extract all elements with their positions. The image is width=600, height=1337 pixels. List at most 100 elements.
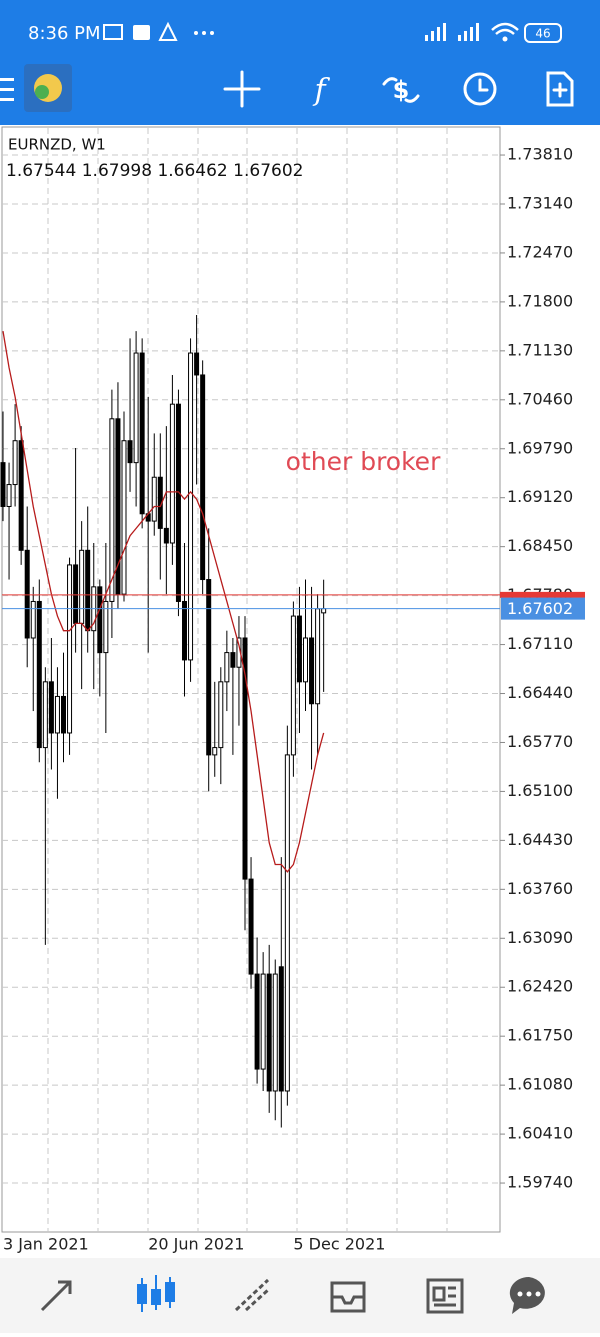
candle-body [151,476,157,522]
trade-button[interactable]: $ [382,76,420,104]
candle-body [175,403,181,602]
svg-text:$: $ [393,76,410,104]
candle-body [109,418,115,602]
app-logo[interactable] [24,64,72,112]
y-tick-label: 1.61750 [507,1026,573,1045]
ohlc-header: 1.67544 1.67998 1.66462 1.67602 [6,161,303,181]
current-price-box [501,597,585,620]
y-tick-label: 1.65770 [507,732,573,751]
candle-body [133,352,139,464]
y-tick-label: 1.62420 [507,977,573,996]
y-tick-label: 1.71130 [507,340,573,359]
candle-body [290,615,296,756]
symbol-label: EURNZD, W1 [8,136,106,154]
candle-body [266,973,272,1092]
y-tick-label: 1.63090 [507,928,573,947]
candle-body [127,440,133,464]
candle-body [54,695,60,734]
candle-body [224,652,230,683]
template-button[interactable] [546,71,574,107]
candle-body [103,600,109,654]
candle-body [61,695,66,734]
candle-body [272,973,278,1092]
y-tick-label: 1.60410 [507,1124,573,1143]
x-tick-label: 3 Jan 2021 [3,1235,89,1254]
candle-body [242,637,248,880]
candle-body [42,681,48,749]
y-tick-label: 1.73810 [507,145,573,164]
candle-body [309,637,315,705]
candle-body [200,374,206,581]
y-tick-label: 1.59740 [507,1173,573,1192]
y-tick-label: 1.70460 [507,389,573,408]
candle-body [0,462,6,507]
app-header [0,0,600,125]
candle-body [115,418,121,595]
period-button[interactable] [463,72,497,106]
candle-body [73,564,79,624]
annotation: other broker [286,447,441,476]
y-tick-label: 1.67110 [507,634,573,653]
candle-body [6,484,12,507]
candle-body [206,579,212,756]
y-tick-label: 1.71800 [507,291,573,310]
candle-body [24,549,30,639]
nav-chart[interactable] [137,1275,175,1312]
candle-body [284,754,290,1092]
x-tick-label: 20 Jun 2021 [148,1235,244,1254]
y-tick-label: 1.66440 [507,683,573,702]
candle-body [278,966,284,1092]
candle-body [321,608,327,614]
nav-chat[interactable] [509,1276,545,1314]
candle-body [139,352,145,515]
status-time: 8:36 PM [28,23,101,44]
candle-body [254,973,260,1070]
candle-body [230,652,236,668]
y-tick-label: 1.65100 [507,781,573,800]
moving-average [2,331,325,873]
ohlc-low: 1.66462 [157,161,227,181]
candle-body [169,403,175,544]
candle-body [18,440,24,551]
y-tick-label: 1.69120 [507,487,573,506]
candle-body [303,637,308,683]
y-tick-label: 1.73140 [507,193,573,212]
battery-level: 46 [535,27,550,41]
candle-body [296,615,302,683]
chart: 1.73810 1.73140 1.72470 1.71800 1.71130 1.704… [0,145,573,1254]
nav-history[interactable] [330,1281,366,1313]
candle-body [182,600,187,661]
candle-body [248,878,254,975]
y-tick-label: 1.69790 [507,438,573,457]
nav-quotes[interactable] [40,1280,72,1312]
y-tick-label: 1.64430 [507,830,573,849]
candle-body [12,440,18,486]
ohlc-close: 1.67602 [233,161,303,181]
candle-body [315,608,321,705]
ohlc-open: 1.67544 [6,161,76,181]
y-tick-label: 1.68450 [507,536,573,555]
candle-body [79,549,85,624]
ask-marker [500,591,585,598]
candle-body [85,549,91,632]
y-tick-label: 1.63760 [507,879,573,898]
current-price-label: 1.67602 [507,599,573,618]
y-tick-label: 1.61080 [507,1075,573,1094]
status-icons [103,21,562,43]
candle-body [30,600,36,639]
candle-body [48,681,54,734]
candle-body [260,973,266,1070]
ohlc-high: 1.67998 [82,161,152,181]
chart-frame [1,126,501,1233]
bottom-nav [0,1258,600,1333]
candle-body [188,352,194,661]
crosshair-button[interactable] [223,70,261,108]
candle-body [218,681,224,749]
candle-body [67,564,73,734]
candle-body [163,527,169,544]
nav-news[interactable] [426,1278,464,1314]
menu-button[interactable] [0,78,14,101]
candle-body [36,600,42,749]
nav-trade[interactable] [234,1278,270,1312]
